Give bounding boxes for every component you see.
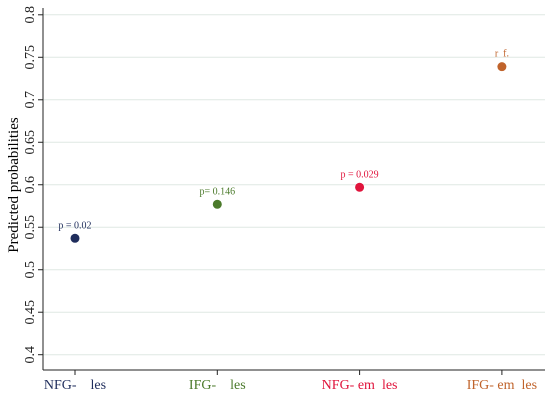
- y-tick-label: 0.4: [23, 346, 38, 364]
- dot: [355, 182, 365, 192]
- annotation: r f.: [495, 49, 509, 60]
- x-tick-label: NFG- em les: [322, 378, 398, 393]
- x-tick-label: IFG- les: [189, 378, 246, 393]
- y-tick-label: 0.55: [23, 215, 38, 240]
- y-tick-label: 0.6: [23, 176, 38, 194]
- annotation: p = 0.029: [341, 169, 379, 180]
- y-tick-label: 0.75: [23, 45, 38, 70]
- y-tick-label: 0.5: [23, 261, 38, 279]
- dot: [70, 233, 80, 243]
- y-tick-label: 0.45: [23, 300, 38, 325]
- y-tick-label: 0.7: [23, 91, 38, 109]
- y-tick-label: 0.65: [23, 130, 38, 155]
- dot: [212, 199, 222, 209]
- annotation: p= 0.146: [199, 186, 235, 197]
- annotation: p = 0.02: [58, 220, 91, 231]
- y-axis-label: Predicted probabilities: [6, 117, 22, 253]
- y-tick-label: 0.8: [23, 6, 38, 24]
- dot: [497, 62, 507, 72]
- x-tick-label: IFG- em les: [467, 378, 537, 393]
- x-tick-label: NFG- les: [44, 378, 106, 393]
